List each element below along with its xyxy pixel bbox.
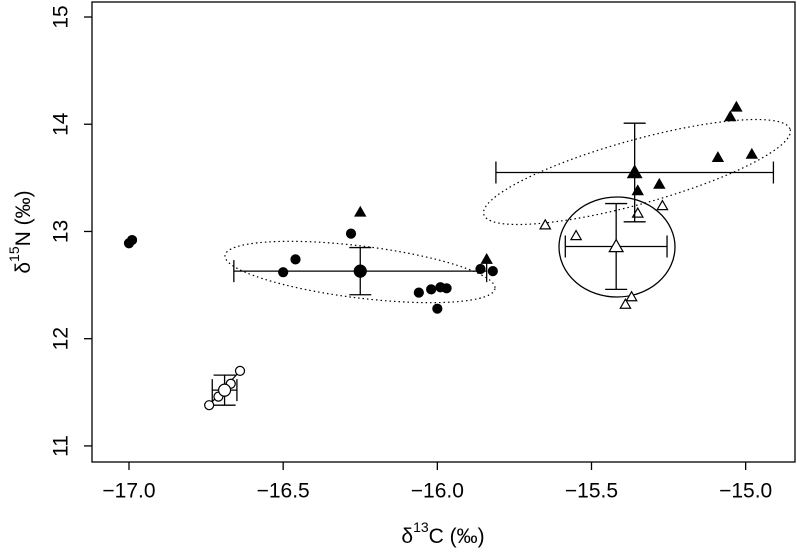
x-label-rest: C (‰) — [429, 525, 485, 548]
point — [441, 283, 452, 294]
x-tick-label: −16.5 — [257, 480, 310, 503]
y-label-sup: 15 — [6, 246, 22, 262]
y-tick-label: 11 — [50, 435, 73, 457]
plot-frame — [91, 1, 796, 463]
ellipse — [558, 196, 676, 298]
point — [724, 110, 737, 122]
point — [278, 267, 289, 278]
point — [413, 287, 424, 298]
x-tick-label: −15.5 — [565, 480, 618, 503]
y-label-rest: N (‰) — [12, 190, 35, 246]
point — [730, 100, 743, 112]
point — [426, 284, 437, 295]
point — [656, 199, 669, 211]
point — [126, 234, 138, 246]
point — [290, 254, 301, 265]
mean-point — [626, 164, 643, 179]
point — [539, 218, 552, 230]
mean-point — [353, 264, 367, 278]
x-tick-label: −16.0 — [411, 480, 464, 503]
point — [745, 147, 759, 159]
point — [653, 177, 666, 189]
mean-point — [608, 238, 625, 253]
point — [354, 205, 367, 217]
y-label-symbol: δ — [12, 262, 35, 274]
y-tick-label: 13 — [50, 220, 73, 243]
point — [619, 297, 632, 309]
point — [475, 263, 486, 275]
x-label-sup: 13 — [413, 519, 429, 535]
point — [569, 229, 583, 241]
point — [711, 151, 725, 162]
point — [625, 290, 638, 302]
mean-point — [217, 383, 232, 397]
x-axis-label: δ13C (‰) — [401, 519, 484, 548]
point — [204, 400, 215, 411]
x-tick-label: −15.0 — [719, 480, 772, 503]
x-label-symbol: δ — [401, 525, 413, 548]
y-tick-label: 15 — [50, 5, 73, 28]
y-tick-label: 14 — [50, 112, 73, 136]
ellipse — [224, 240, 496, 304]
point — [487, 266, 498, 277]
y-axis-label: δ15N (‰) — [6, 190, 35, 273]
point — [234, 365, 246, 376]
x-tick-label: −17.0 — [102, 480, 155, 503]
point — [432, 303, 443, 314]
point — [345, 228, 357, 239]
y-tick-label: 12 — [50, 327, 73, 350]
